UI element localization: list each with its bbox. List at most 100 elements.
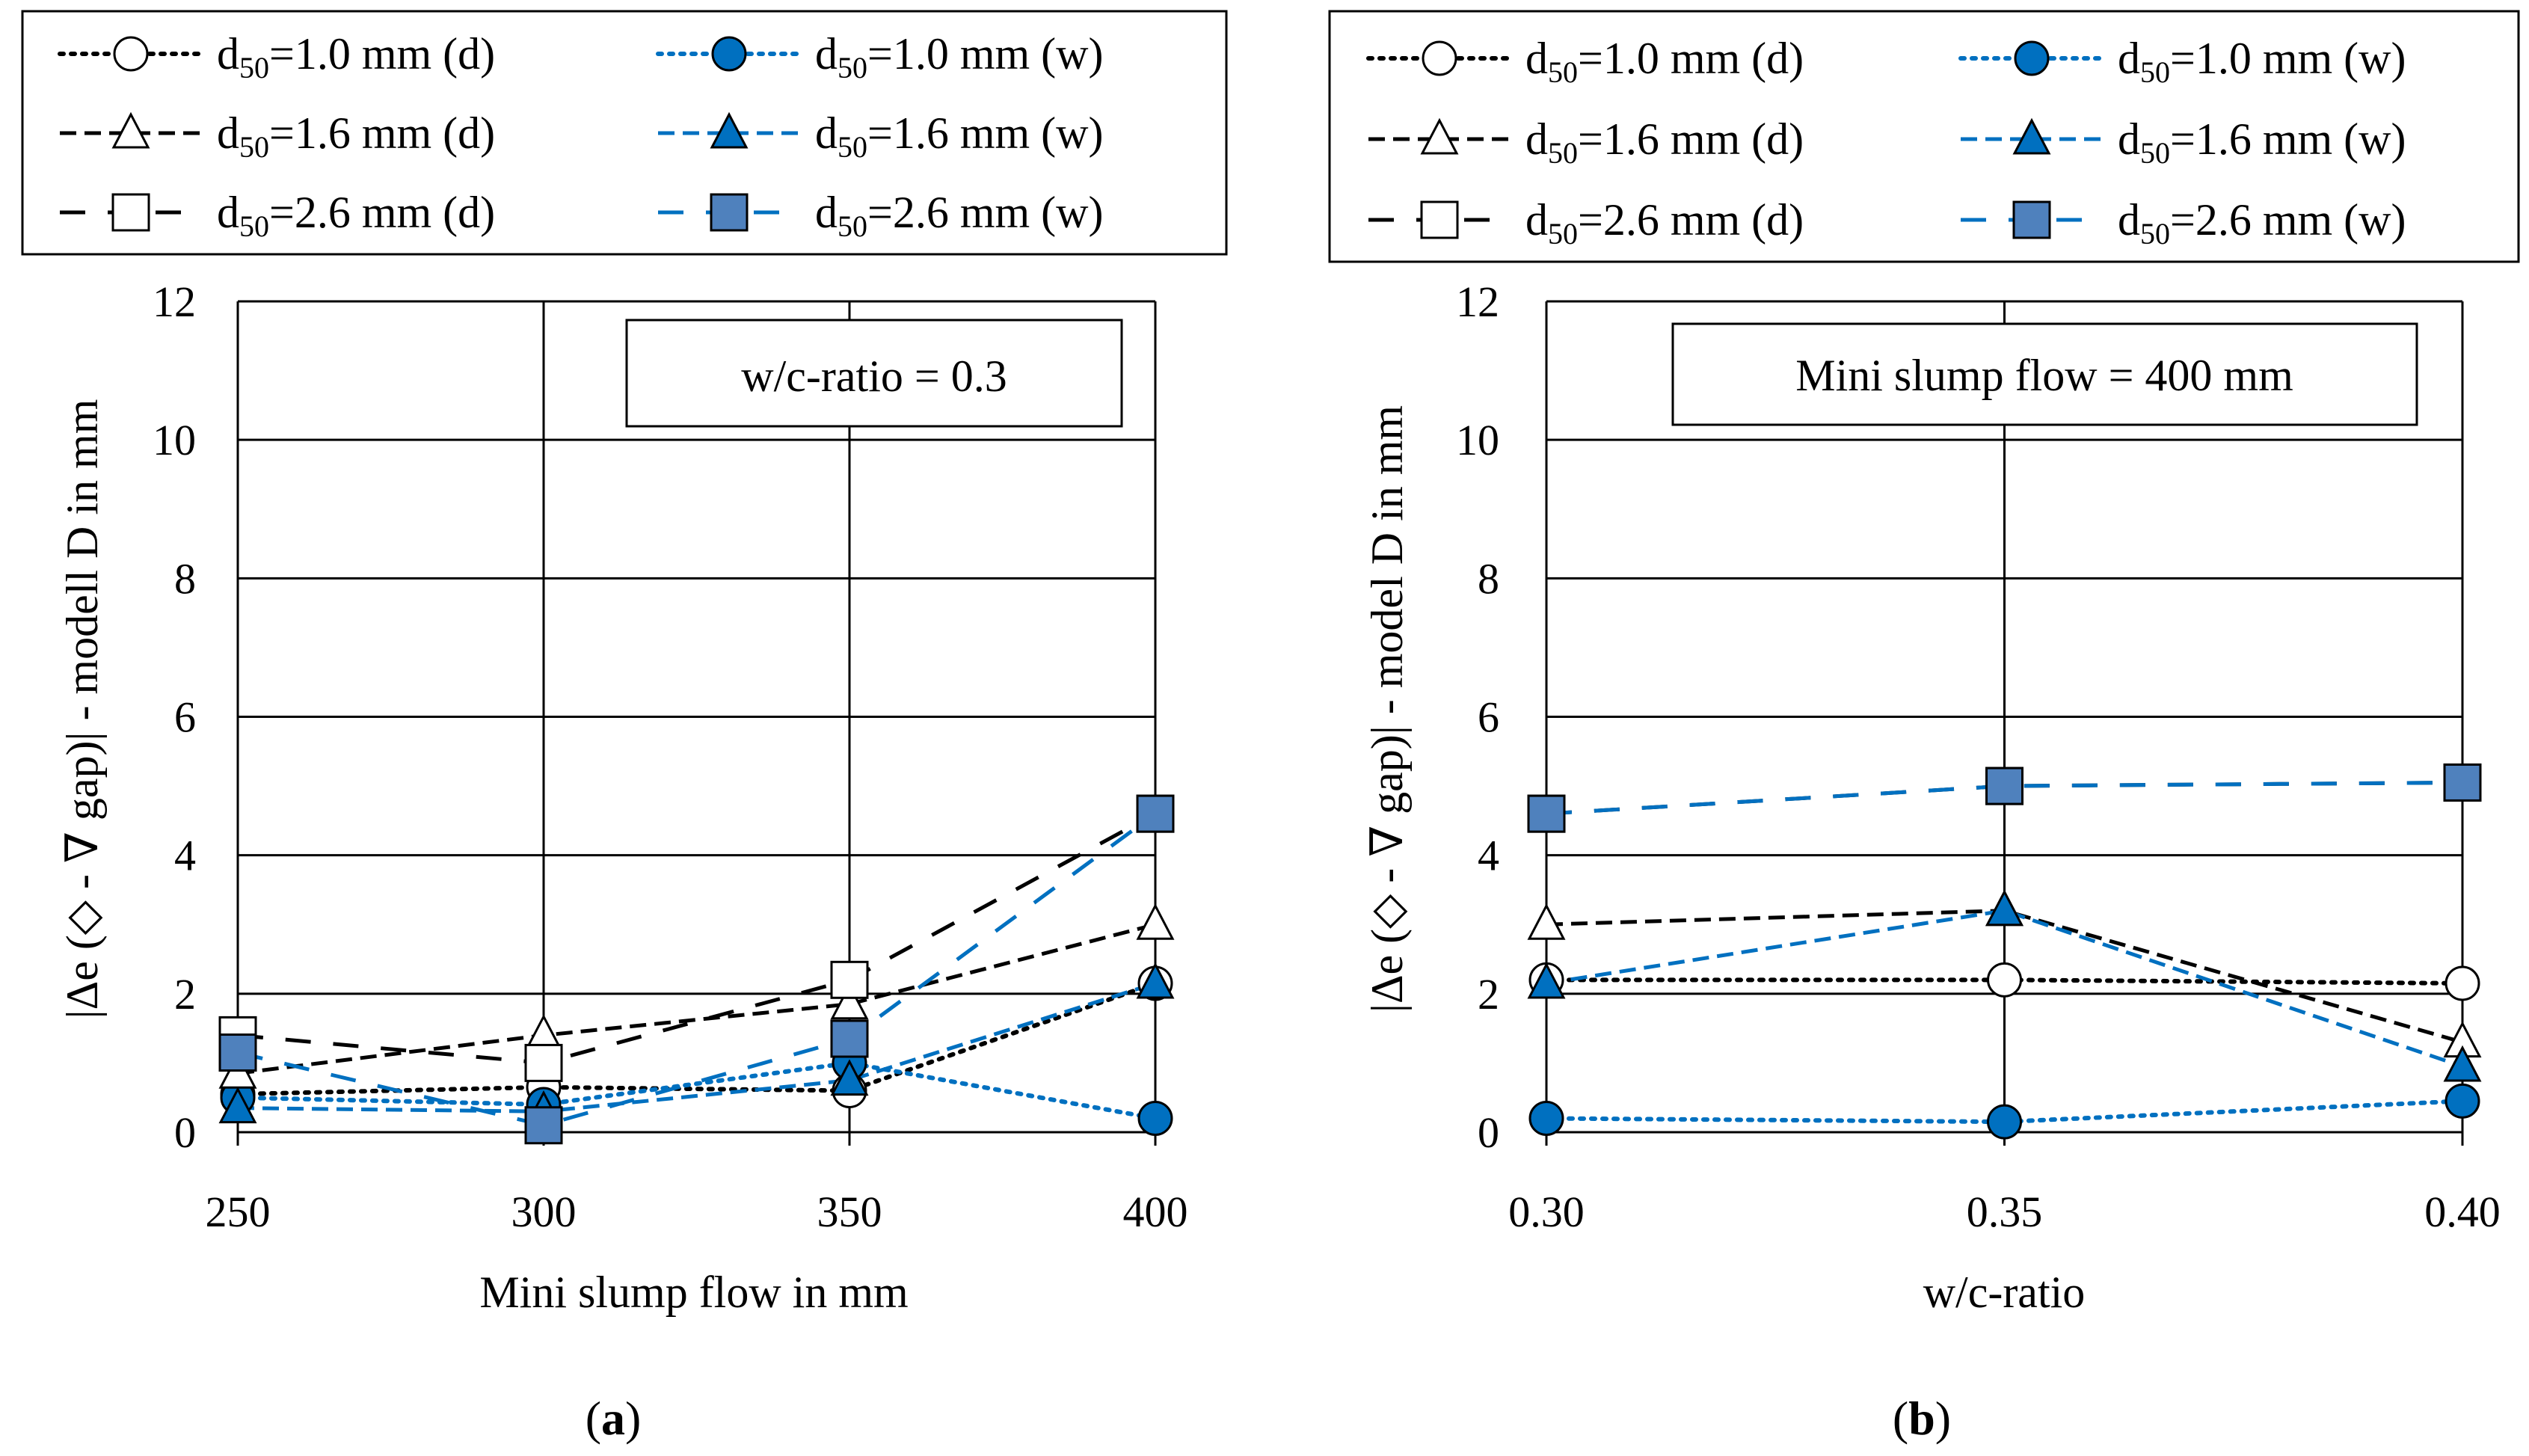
legend-item-d26w: d50=2.6 mm (w) [1961,195,2406,251]
panel-label-b: (b) [1893,1392,1951,1445]
ticks-b: 0 2 4 6 8 10 12 0.30 0.35 0.40 [1456,277,2501,1236]
legend-item-d16d: d50=1.6 mm (d) [1368,114,1804,170]
legend-item-d10w: d50=1.0 mm (w) [1958,34,2406,89]
legend-item-d10w: d50=1.0 mm (w) [656,29,1103,85]
legend-marker-d26d [111,193,150,232]
data-point-d16w [2443,1045,2482,1082]
data-point-d16d [1527,903,1566,940]
legend-item-d26w: d50=2.6 mm (w) [658,188,1103,243]
data-point-d16w [218,1087,257,1124]
y-tick-label: 4 [1478,832,1499,880]
data-point-d16w [1985,889,2023,927]
series-line-d10w [236,1060,1158,1121]
data-point-d10w [1137,1100,1173,1136]
data-point-d26d [830,960,869,999]
legend-marker-d10w [711,36,747,72]
legend-label-d10w: d50=1.0 mm (w) [2118,34,2406,89]
legend-label-d16w: d50=1.6 mm (w) [2118,114,2406,170]
chart-panel-a: d50=1.0 mm (d) d50=1.0 mm (w) d50=1.6 mm (… [21,10,1228,1445]
x-tick-label: 400 [1123,1188,1188,1236]
series-a [218,794,1175,1145]
legend-item-d10d: d50=1.0 mm (d) [58,29,495,85]
legend-a: d50=1.0 mm (d) d50=1.0 mm (w) d50=1.6 mm (… [58,29,1103,243]
legend-box-a [21,10,1228,256]
annotation-text-b: Mini slump flow = 400 mm [1795,351,2293,400]
data-point-d16d [1136,903,1175,940]
data-point-d26w [1527,794,1566,833]
legend-label-d16w: d50=1.6 mm (w) [815,108,1103,164]
legend-marker-d16d [111,111,150,149]
y-axis-label-a: |Δe (◇ - ∇ gap)| - modell D in mm [58,399,107,1019]
x-axis-label-a: Mini slump flow in mm [479,1268,908,1317]
x-tick-label: 0.30 [1508,1188,1585,1236]
legend-marker-d26d [1420,200,1459,239]
panel-label-a: (a) [586,1392,642,1445]
grid-a [236,300,1157,1146]
annotation-box-a [625,319,1123,428]
x-tick-label: 0.40 [2424,1188,2501,1236]
y-tick-label: 10 [1456,416,1499,464]
y-tick-label: 8 [174,554,196,603]
legend-item-d26d: d50=2.6 mm (d) [1368,195,1804,251]
legend-label-d26d: d50=2.6 mm (d) [1525,195,1804,251]
legend-item-d26d: d50=2.6 mm (d) [60,188,495,243]
y-tick-label: 0 [174,1108,196,1157]
legend-item-d16d: d50=1.6 mm (d) [60,108,495,164]
data-point-d16w [1136,962,1175,999]
annotation-text-a: w/c-ratio = 0.3 [741,351,1007,401]
data-point-d26w [524,1106,563,1145]
y-tick-label: 2 [1478,970,1499,1019]
x-tick-label: 0.35 [1967,1188,2043,1236]
data-point-d26d [524,1043,563,1082]
legend-item-d16w: d50=1.6 mm (w) [658,108,1103,164]
series-line-d16d [237,922,1156,1075]
chart-panel-b: d50=1.0 mm (d) d50=1.0 mm (w) d50=1.6 mm (… [1328,10,2520,1445]
data-point-d16w [830,1059,869,1096]
legend-label-d26w: d50=2.6 mm (w) [2118,195,2406,251]
y-axis-label-b: |Δe (◇ - ∇ gap)| - model D in mm [1362,405,1412,1013]
y-tick-label: 12 [1456,277,1499,326]
legend-marker-d10d [1422,40,1457,76]
legend-label-d10d: d50=1.0 mm (d) [217,29,495,85]
data-point-d10d [1987,962,2022,998]
legend-b: d50=1.0 mm (d) d50=1.0 mm (w) d50=1.6 mm (… [1366,34,2406,251]
legend-label-d26w: d50=2.6 mm (w) [815,188,1103,243]
data-point-d10w [1528,1100,1564,1136]
data-point-d10d [2445,965,2480,1001]
y-tick-label: 6 [1478,693,1499,742]
data-point-d10w [1987,1104,2022,1140]
data-point-d26w [830,1019,869,1058]
series-line-d16w [237,981,1156,1113]
data-point-d16d [830,983,869,1020]
x-tick-label: 300 [511,1188,577,1236]
series-line-d26w [237,812,1157,1128]
data-point-d26w [1985,767,2023,805]
data-point-d26w [2443,763,2482,802]
series-line-d16w [1546,909,2463,1069]
legend-item-d10d: d50=1.0 mm (d) [1366,34,1804,89]
legend-label-d16d: d50=1.6 mm (d) [1525,114,1804,170]
y-tick-label: 0 [1478,1108,1499,1157]
data-point-d16w [1527,962,1566,999]
x-axis-label-b: w/c-ratio [1923,1268,2086,1317]
series-line-d26w [1546,780,2463,816]
data-point-d26w [218,1033,257,1072]
legend-label-d26d: d50=2.6 mm (d) [217,188,495,243]
legend-label-d16d: d50=1.6 mm (d) [217,108,495,164]
legend-marker-d16w [2012,117,2051,155]
legend-item-d16w: d50=1.6 mm (w) [1961,114,2406,170]
data-point-d26w [1136,794,1175,833]
y-tick-label: 10 [153,416,196,464]
y-tick-label: 8 [1478,554,1499,603]
legend-marker-d16w [710,111,749,149]
series-b [1527,763,2482,1140]
annotation-box-b [1671,322,2418,426]
y-tick-label: 6 [174,693,196,742]
series-line-d26d [237,811,1157,1065]
legend-marker-d10w [2014,40,2050,76]
ticks-a: 0 2 4 6 8 10 12 250 300 350 400 [153,277,1188,1236]
legend-marker-d26w [710,193,749,232]
x-tick-label: 250 [206,1188,271,1236]
legend-marker-d16d [1420,117,1459,155]
